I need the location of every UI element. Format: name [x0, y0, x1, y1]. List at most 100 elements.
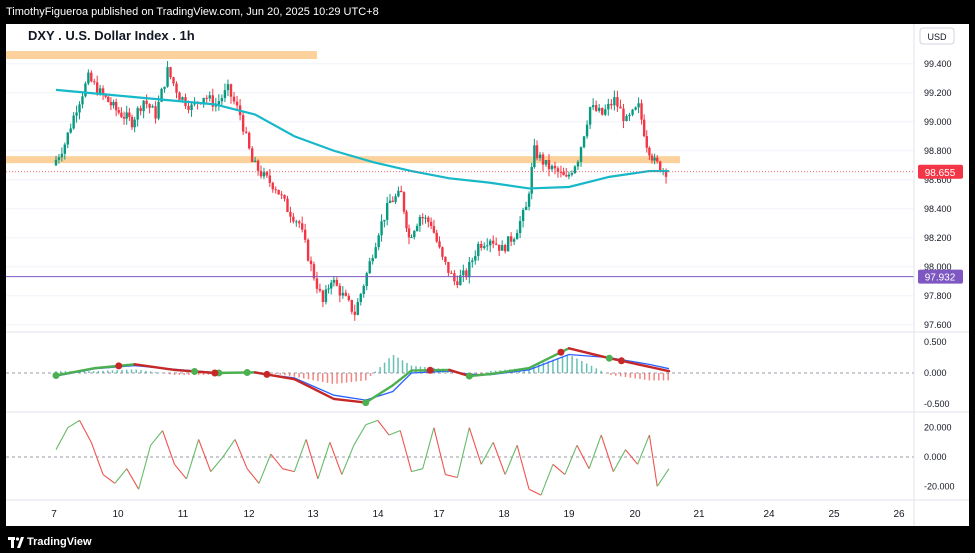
macd-main-line — [364, 384, 394, 404]
candle-body — [327, 288, 330, 290]
candle-body — [541, 154, 545, 165]
price-tick-label: 99.000 — [924, 117, 952, 127]
candle-body — [622, 108, 625, 122]
price-tick-label: 98.000 — [924, 262, 952, 272]
oscillator-tick-label: 20.000 — [924, 423, 952, 433]
current-price-label: 98.655 — [925, 168, 956, 179]
candle-body — [98, 88, 102, 95]
candle-body — [265, 172, 269, 176]
candle-body — [521, 210, 525, 222]
oscillator-segment — [317, 442, 331, 480]
time-axis: 7 10 11 12 13 14 17 18 19 20 21 24 25 26 — [51, 509, 905, 520]
cross-up-dot — [465, 372, 473, 380]
candle-body — [494, 243, 498, 245]
candle-body — [259, 170, 263, 177]
candle-body — [465, 270, 468, 278]
candle-body — [535, 145, 539, 159]
candle-body — [223, 90, 227, 99]
oscillator-segment — [399, 430, 413, 472]
candle-body — [350, 299, 353, 312]
candle-body — [527, 193, 531, 207]
oscillator-segment — [162, 430, 176, 465]
oscillator-segment — [55, 427, 69, 450]
candle-body — [658, 161, 662, 172]
time-tick-label: 20 — [629, 509, 641, 520]
resistance-zone-upper — [6, 51, 317, 60]
oscillator-segment — [293, 439, 307, 472]
candle-body — [424, 217, 427, 219]
candle-body — [653, 157, 656, 161]
candle-body — [462, 270, 465, 276]
oscillator-segment — [79, 420, 92, 443]
candle-body — [154, 106, 157, 119]
cross-down-dot — [617, 357, 625, 365]
oscillator-segment — [198, 439, 212, 472]
oscillator-segment — [246, 468, 260, 484]
candle-body — [312, 264, 316, 279]
candle-body — [634, 107, 637, 110]
oscillator-tick-label: -20.000 — [924, 481, 955, 491]
candle-body — [181, 97, 184, 100]
macd-main-line — [253, 371, 296, 381]
candle-body — [122, 117, 126, 119]
candle-body — [309, 260, 313, 265]
candle-body — [388, 200, 392, 204]
candle-body — [405, 211, 408, 229]
candle-body — [289, 211, 292, 217]
oscillator-segment — [258, 453, 272, 484]
candle-body — [335, 279, 339, 286]
chart-panel: 99.400 99.200 99.000 98.800 98.600 98.400 98.2… — [6, 24, 969, 526]
candle-body — [509, 236, 513, 242]
candle-body — [604, 109, 607, 115]
candle-body — [172, 77, 175, 84]
candle-body — [628, 114, 631, 117]
macd-main-line — [488, 366, 531, 376]
macd-main-line — [332, 397, 367, 404]
candle-body — [506, 236, 510, 252]
candle-body — [136, 108, 139, 120]
oscillator-segment — [540, 464, 554, 496]
oscillator-segment — [90, 442, 104, 475]
candle-body — [344, 292, 348, 296]
oscillator-segment — [329, 442, 343, 475]
candle-body — [500, 245, 504, 251]
candle-body — [383, 219, 386, 222]
candle-body — [78, 104, 81, 113]
candle-body — [441, 247, 444, 257]
chart-canvas[interactable]: 99.400 99.200 99.000 98.800 98.600 98.400 98.2… — [6, 24, 969, 526]
candle-body — [178, 92, 181, 100]
macd-main-line — [648, 365, 671, 373]
resistance-zone-lower — [6, 156, 680, 164]
candle-body — [81, 96, 84, 105]
candle-body — [515, 233, 519, 240]
currency-badge[interactable] — [919, 27, 955, 45]
tradingview-logo-icon — [8, 537, 24, 548]
candle-body — [640, 103, 643, 120]
oscillator-segment — [341, 445, 355, 475]
oscillator-segment — [480, 442, 494, 465]
candle-body — [556, 168, 560, 172]
candle-body — [477, 243, 480, 257]
candle-body — [280, 194, 283, 196]
oscillator-segment — [588, 434, 602, 469]
candle-body — [471, 260, 474, 263]
oscillator-segment — [377, 420, 390, 436]
candle-body — [538, 154, 542, 159]
candle-body — [321, 290, 325, 303]
candle-body — [565, 175, 568, 177]
oscillator-segment — [126, 468, 140, 490]
candle-body — [553, 165, 557, 169]
price-tick-label: 99.400 — [924, 59, 952, 69]
candle-body — [202, 97, 205, 104]
candle-body — [341, 292, 345, 296]
oscillator-segment — [150, 430, 163, 446]
oscillator-segment — [222, 439, 236, 458]
oscillator-segment — [516, 445, 530, 490]
oscillator-segment — [576, 445, 590, 469]
candle-body — [598, 107, 601, 111]
oscillator-segment — [612, 449, 626, 472]
macd-main-line — [608, 357, 651, 369]
candle-body — [271, 182, 274, 190]
candle-body — [347, 295, 351, 300]
oscillator-segment — [637, 434, 650, 465]
